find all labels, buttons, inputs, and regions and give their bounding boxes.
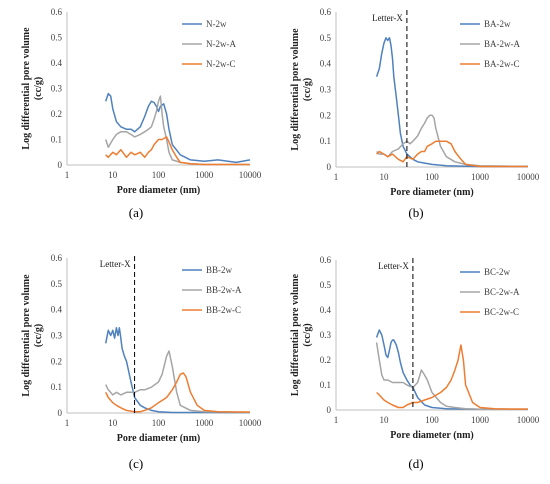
x-tick-label: 1: [334, 415, 339, 425]
chart-panel-2: 0 0.1 0.2 0.3 0.4 0.5 0.6 1 10 100 1000 10000 Pore d…: [290, 7, 540, 220]
legend-entry: BA-2w-A: [484, 39, 520, 49]
x-tick-label: 10000: [517, 415, 540, 425]
x-tick-label: 100: [425, 415, 439, 425]
legend-entry: N-2w-A: [206, 39, 236, 49]
x-tick-label: 10: [380, 172, 390, 182]
y-tick-label: 0.5: [320, 280, 332, 290]
y-tick-label: 0.5: [320, 33, 332, 43]
panel-label: (c): [129, 456, 143, 471]
y-tick-label: 0.4: [320, 59, 332, 69]
y-tick-label: 0: [58, 408, 63, 418]
y-tick-label: 0: [327, 405, 332, 415]
legend-entry: BB-2w-C: [206, 305, 241, 315]
x-tick-label: 100: [425, 172, 439, 182]
x-tick-label: 100: [152, 418, 166, 428]
letter-x-label: Letter-X: [372, 13, 403, 23]
y-tick-label: 0.2: [51, 356, 62, 366]
x-tick-label: 1: [334, 172, 339, 182]
legend-entry: BC-2w-A: [484, 287, 520, 297]
x-axis-title: Pore diameter (nm): [390, 187, 474, 198]
x-axis-title: Pore diameter (nm): [117, 185, 201, 196]
x-tick-label: 10000: [517, 172, 540, 182]
panel-label: (a): [129, 205, 143, 220]
y-tick-label: 0.6: [320, 7, 332, 17]
x-axis-title: Pore diameter (nm): [117, 433, 201, 444]
y-tick-label: 0.4: [51, 58, 63, 68]
panel-label: (b): [408, 205, 423, 220]
y-tick-label: 0.5: [51, 279, 63, 289]
panel-label: (d): [408, 456, 423, 471]
series-line-N-2w: [104, 92, 251, 164]
y-axis-title: Log differential pore volume(cc/g): [290, 28, 313, 151]
x-tick-label: 10: [108, 418, 118, 428]
series-line-BA-2w: [375, 37, 528, 168]
y-tick-label: 0: [327, 162, 332, 172]
y-tick-label: 0: [58, 160, 63, 170]
y-axis-title: Log differential pore volume(cc/g): [21, 27, 44, 150]
y-tick-label: 0.6: [320, 255, 332, 265]
legend-entry: BC-2w-C: [484, 307, 519, 317]
x-tick-label: 1000: [471, 172, 490, 182]
series-line-BA-2w-C: [376, 140, 528, 168]
series-line-BC-2w-C: [376, 344, 528, 410]
y-axis-title: Log differential pore volume(cc/g): [21, 274, 44, 397]
series-line-N-2w-A: [104, 95, 250, 166]
series-line-N-2w-C: [105, 136, 250, 166]
y-tick-label: 0.4: [51, 305, 63, 315]
y-tick-label: 0.1: [51, 382, 62, 392]
x-tick-label: 100: [152, 170, 166, 180]
x-tick-label: 1: [65, 418, 70, 428]
x-tick-label: 1000: [195, 418, 214, 428]
legend-entry: BB-2w: [206, 265, 233, 275]
y-tick-label: 0.1: [320, 136, 331, 146]
y-tick-label: 0.1: [320, 380, 331, 390]
y-tick-label: 0.1: [51, 135, 62, 145]
legend-entry: BA-2w-C: [484, 59, 520, 69]
y-tick-label: 0.3: [320, 330, 332, 340]
y-tick-label: 0.4: [320, 305, 332, 315]
legend-entry: BC-2w: [484, 267, 511, 277]
y-tick-label: 0.6: [51, 7, 63, 17]
chart-panel-3: 0 0.1 0.2 0.3 0.4 0.5 0.6 1 10 100 1000 10000 Pore d…: [21, 253, 262, 471]
legend-entry: BA-2w: [484, 19, 511, 29]
y-tick-label: 0.5: [51, 33, 63, 43]
y-tick-label: 0.3: [51, 84, 63, 94]
letter-x-label: Letter-X: [378, 261, 409, 271]
y-tick-label: 0.2: [51, 109, 62, 119]
series-line-BB-2w-C: [105, 372, 250, 413]
x-tick-label: 1000: [195, 170, 214, 180]
series-line-BB-2w-A: [105, 350, 251, 413]
series-line-BA-2w-A: [376, 114, 528, 167]
x-axis-title: Pore diameter (nm): [390, 430, 474, 441]
legend-entry: N-2w-C: [206, 59, 236, 69]
legend-entry: N-2w: [206, 19, 227, 29]
y-tick-label: 0.2: [320, 355, 331, 365]
y-tick-label: 0.3: [320, 85, 332, 95]
y-tick-label: 0.3: [51, 331, 63, 341]
chart-panel-4: 0 0.1 0.2 0.3 0.4 0.5 0.6 1 10 100 1000 10000 Pore d…: [290, 255, 540, 471]
x-tick-label: 10000: [239, 170, 262, 180]
x-tick-label: 10: [380, 415, 390, 425]
series-line-BB-2w: [104, 327, 250, 414]
y-tick-label: 0.6: [51, 253, 63, 263]
series-line-BC-2w-A: [375, 342, 528, 411]
y-axis-title: Log differential pore volume(cc/g): [290, 273, 313, 396]
x-tick-label: 10000: [239, 418, 262, 428]
legend-entry: BB-2w-A: [206, 285, 242, 295]
x-tick-label: 10: [108, 170, 118, 180]
x-tick-label: 1: [65, 170, 70, 180]
x-tick-label: 1000: [471, 415, 490, 425]
y-tick-label: 0.2: [320, 110, 331, 120]
chart-panel-1: 0 0.1 0.2 0.3 0.4 0.5 0.6 1 10 100 1000 10000 Pore d…: [21, 7, 262, 220]
letter-x-label: Letter-X: [100, 259, 131, 269]
series-line-BC-2w: [375, 329, 528, 411]
